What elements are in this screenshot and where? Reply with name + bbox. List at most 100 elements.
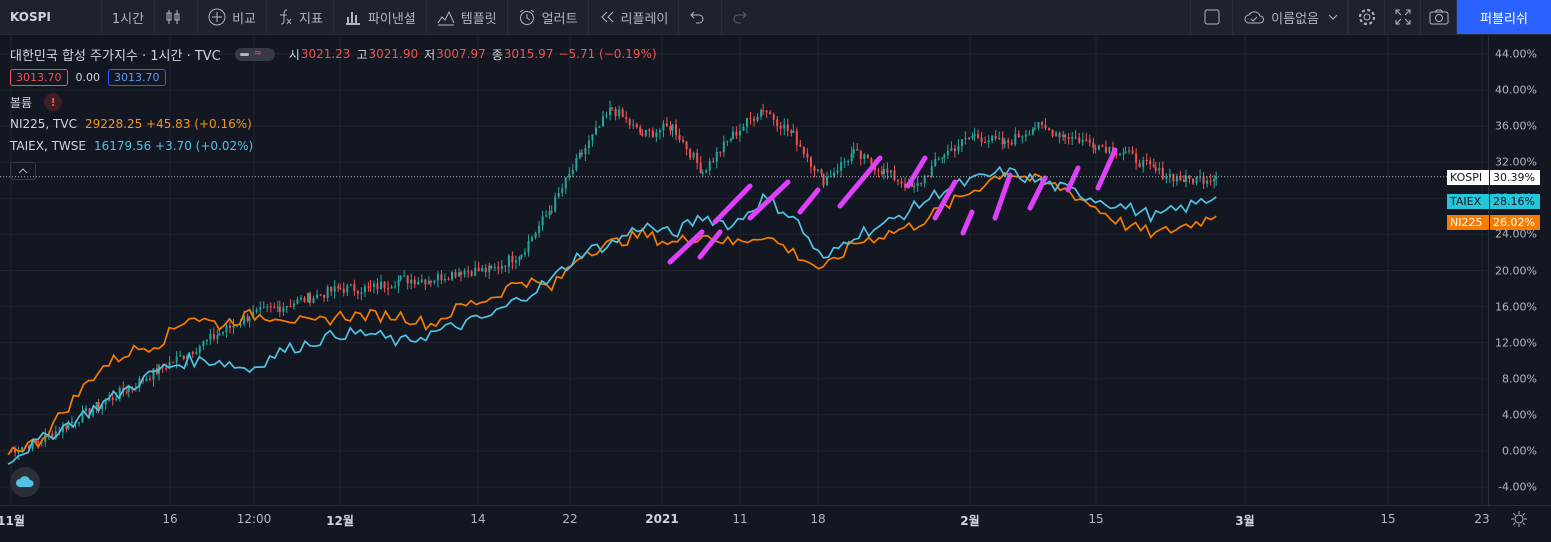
undo-button[interactable] — [679, 0, 723, 34]
candle-body — [826, 176, 829, 186]
candle-body — [198, 346, 201, 353]
candle-body — [943, 155, 946, 158]
x-tick-label: 23 — [1474, 512, 1490, 526]
compare-name[interactable]: TAIEX, TWSE — [10, 139, 86, 153]
publish-button[interactable]: 퍼블리쉬 — [1456, 0, 1551, 34]
candle-body — [406, 275, 409, 284]
candle-body — [1165, 176, 1168, 179]
minus-icon — [239, 52, 249, 56]
sell-price-button[interactable]: 3013.70 — [10, 68, 68, 86]
candle-body — [323, 295, 326, 298]
candle-body — [923, 175, 926, 184]
y-tick-label: 44.00% — [1495, 47, 1537, 61]
candle-body — [991, 135, 994, 141]
candle-body — [799, 144, 802, 147]
candle-body — [125, 391, 128, 393]
candle-body — [1195, 177, 1198, 184]
candle-body — [1108, 147, 1111, 153]
candle-body — [762, 110, 765, 112]
settings-button[interactable] — [1348, 0, 1384, 34]
interval-button[interactable]: 1시간 — [102, 0, 156, 34]
candle-body — [934, 159, 937, 167]
candle-body — [61, 425, 64, 433]
indicators-label: 지표 — [299, 11, 323, 27]
candle-body — [21, 447, 24, 451]
sun-settings-icon[interactable] — [1510, 510, 1528, 528]
candle-body — [273, 306, 276, 308]
candle-body — [403, 275, 406, 277]
candle-body — [309, 293, 312, 303]
cloud-logo-icon — [16, 476, 34, 487]
candle-body — [28, 445, 31, 450]
tradingview-logo[interactable] — [10, 467, 40, 497]
y-tick-label: 8.00% — [1502, 372, 1537, 386]
candle-body — [1078, 137, 1081, 143]
candle-body — [729, 138, 732, 141]
compare-button[interactable]: 비교 — [198, 0, 267, 34]
candle-body — [81, 410, 84, 423]
candle-body — [870, 158, 873, 165]
snapshot-button[interactable] — [1420, 0, 1456, 34]
candle-body — [628, 119, 631, 126]
y-tick-label: 16.00% — [1495, 300, 1537, 314]
x-tick-label: 2021 — [645, 512, 679, 526]
close-label: 종 — [491, 47, 503, 62]
alert-button[interactable]: 얼러트 — [508, 0, 589, 34]
warning-icon[interactable]: ! — [44, 93, 63, 111]
candles-icon — [166, 10, 180, 24]
select-layout-button[interactable] — [1190, 0, 1232, 34]
candle-body — [882, 168, 885, 175]
candle-body — [806, 153, 809, 158]
templates-button[interactable]: 템플릿 — [427, 0, 508, 34]
candle-body — [1064, 134, 1067, 138]
replay-label: 리플레이 — [620, 11, 669, 27]
candle-body — [182, 355, 185, 359]
candle-body — [971, 136, 974, 139]
candle-body — [1067, 137, 1070, 140]
chart-pane[interactable] — [0, 36, 1488, 505]
redo-button[interactable] — [722, 0, 764, 34]
candle-body — [930, 166, 933, 177]
compare-name[interactable]: NI225, TVC — [10, 117, 77, 131]
candle-body — [337, 286, 340, 289]
candle-body — [104, 401, 107, 405]
candle-body — [148, 378, 151, 380]
open-label: 시 — [288, 47, 300, 62]
candle-body — [1135, 153, 1138, 164]
price-axis[interactable]: 44.00%40.00%36.00%32.00%28.00%24.00%20.0… — [1447, 36, 1551, 505]
candle-body — [833, 172, 836, 177]
time-axis[interactable]: 11월 16 12:00 12월 14 22 2021 11 18 2월 15 3월 15 23 — [0, 505, 1551, 542]
collapse-legend-button[interactable] — [10, 162, 36, 180]
candle-body — [1028, 134, 1031, 136]
candle-body — [602, 116, 605, 127]
undo-icon — [690, 11, 704, 24]
replay-button[interactable]: 리플레이 — [589, 0, 680, 34]
candle-body — [1058, 132, 1061, 138]
save-layout-button[interactable]: 이름없음 — [1232, 0, 1348, 34]
candle-body — [756, 116, 759, 121]
fullscreen-button[interactable] — [1384, 0, 1420, 34]
candle-body — [550, 211, 553, 213]
financials-button[interactable]: 파이낸셜 — [334, 0, 427, 34]
x-tick-label: 15 — [1088, 512, 1104, 526]
series-title[interactable]: 대한민국 합성 주가지수 · 1시간 · TVC — [10, 48, 221, 64]
candle-body — [481, 267, 484, 272]
chart-type-button[interactable] — [155, 0, 199, 34]
series-visibility-toggle[interactable]: ≈ — [234, 47, 275, 61]
volume-legend: 볼륨 ! — [10, 90, 657, 114]
volume-label[interactable]: 볼륨 — [10, 95, 33, 110]
candle-body — [927, 175, 930, 177]
candle-body — [699, 162, 702, 174]
candle-body — [514, 260, 517, 263]
buy-price-button[interactable]: 3013.70 — [108, 68, 166, 86]
symbol-search-button[interactable]: KOSPI — [0, 0, 102, 34]
candle-body — [561, 188, 564, 193]
candle-body — [1024, 134, 1027, 137]
indicators-button[interactable]: 지표 — [267, 0, 334, 34]
cloud-icon — [1244, 11, 1265, 24]
candle-body — [587, 140, 590, 149]
high-value: 3021.90 — [368, 47, 419, 61]
chart-canvas[interactable] — [0, 36, 1488, 505]
candle-body — [554, 196, 557, 212]
candle-body — [152, 368, 155, 380]
